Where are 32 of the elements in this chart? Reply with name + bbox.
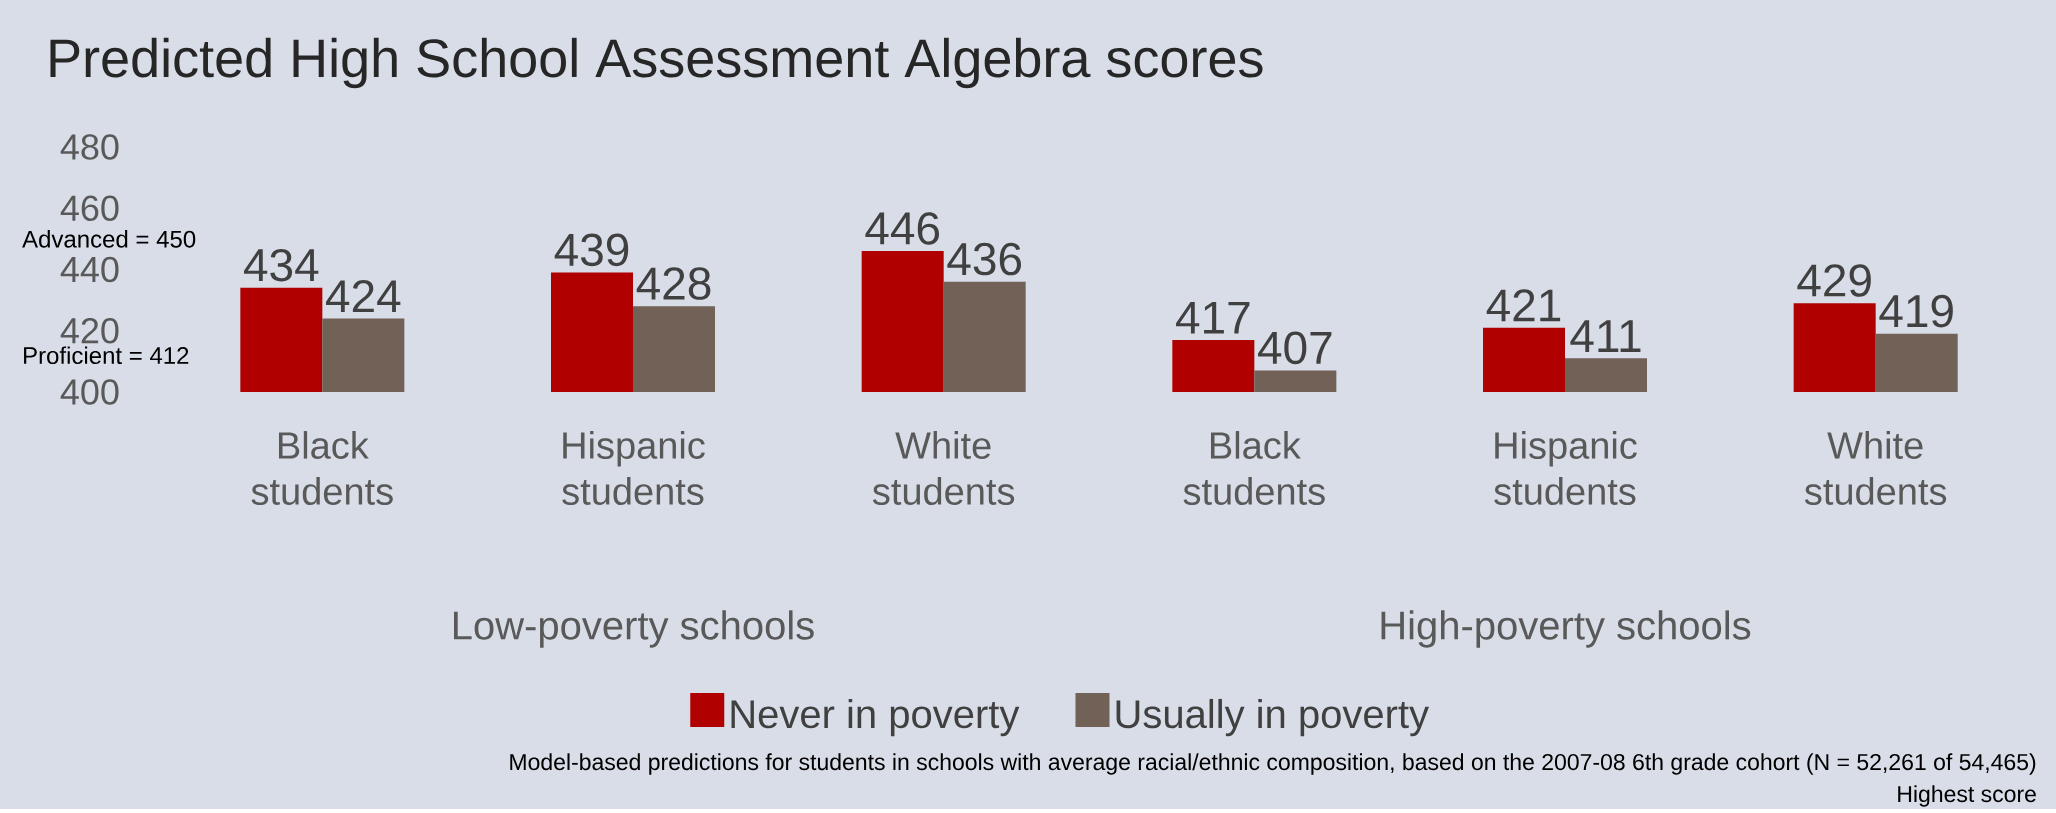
- y-tick-label: 440: [60, 256, 119, 283]
- y-tick-label: 400: [60, 379, 119, 405]
- x-tick-label: Black students: [1183, 430, 1325, 505]
- data-label: 417: [1176, 301, 1250, 334]
- data-label: 421: [1486, 288, 1561, 322]
- x-tick-label: Hispanic students: [1494, 430, 1637, 505]
- annotation: Proficient = 412: [24, 346, 189, 364]
- y-tick-label: 460: [60, 195, 119, 221]
- y-tick-label: 480: [60, 134, 119, 160]
- data-label: 436: [947, 242, 1022, 276]
- x-tick-label: White students: [872, 430, 1015, 505]
- data-label: 446: [865, 211, 940, 245]
- text: High-poverty schools: [1381, 610, 1751, 648]
- x-tick-label: Hispanic students: [562, 430, 705, 505]
- y-tick-label: 420: [60, 317, 119, 344]
- text: Model-based predictions for students in schools with average racial/ethnic composition, based on the 2007-08 6th grade cohort (N = 52,261 of 54,465): [510, 753, 2036, 775]
- x-tick-label: White students: [1804, 430, 1947, 505]
- data-label: 411: [1570, 320, 1641, 352]
- chart-title: Predicted High School Assessment Algebra scores: [50, 37, 1263, 88]
- data-label: 424: [326, 279, 401, 312]
- data-label: 419: [1879, 294, 1953, 328]
- legend-label: Never in poverty: [731, 698, 1020, 737]
- legend-label: Usually in poverty: [1116, 698, 1429, 737]
- x-tick-label: Black students: [251, 430, 393, 505]
- data-label: 434: [244, 248, 319, 282]
- text: Highest score: [1898, 785, 2036, 807]
- data-label: 407: [1258, 331, 1332, 364]
- data-label: 439: [554, 233, 629, 266]
- text: Low-poverty schools: [453, 610, 814, 648]
- data-label: 428: [636, 267, 711, 300]
- data-label: 429: [1797, 264, 1871, 297]
- annotation: Advanced = 450: [22, 229, 196, 248]
